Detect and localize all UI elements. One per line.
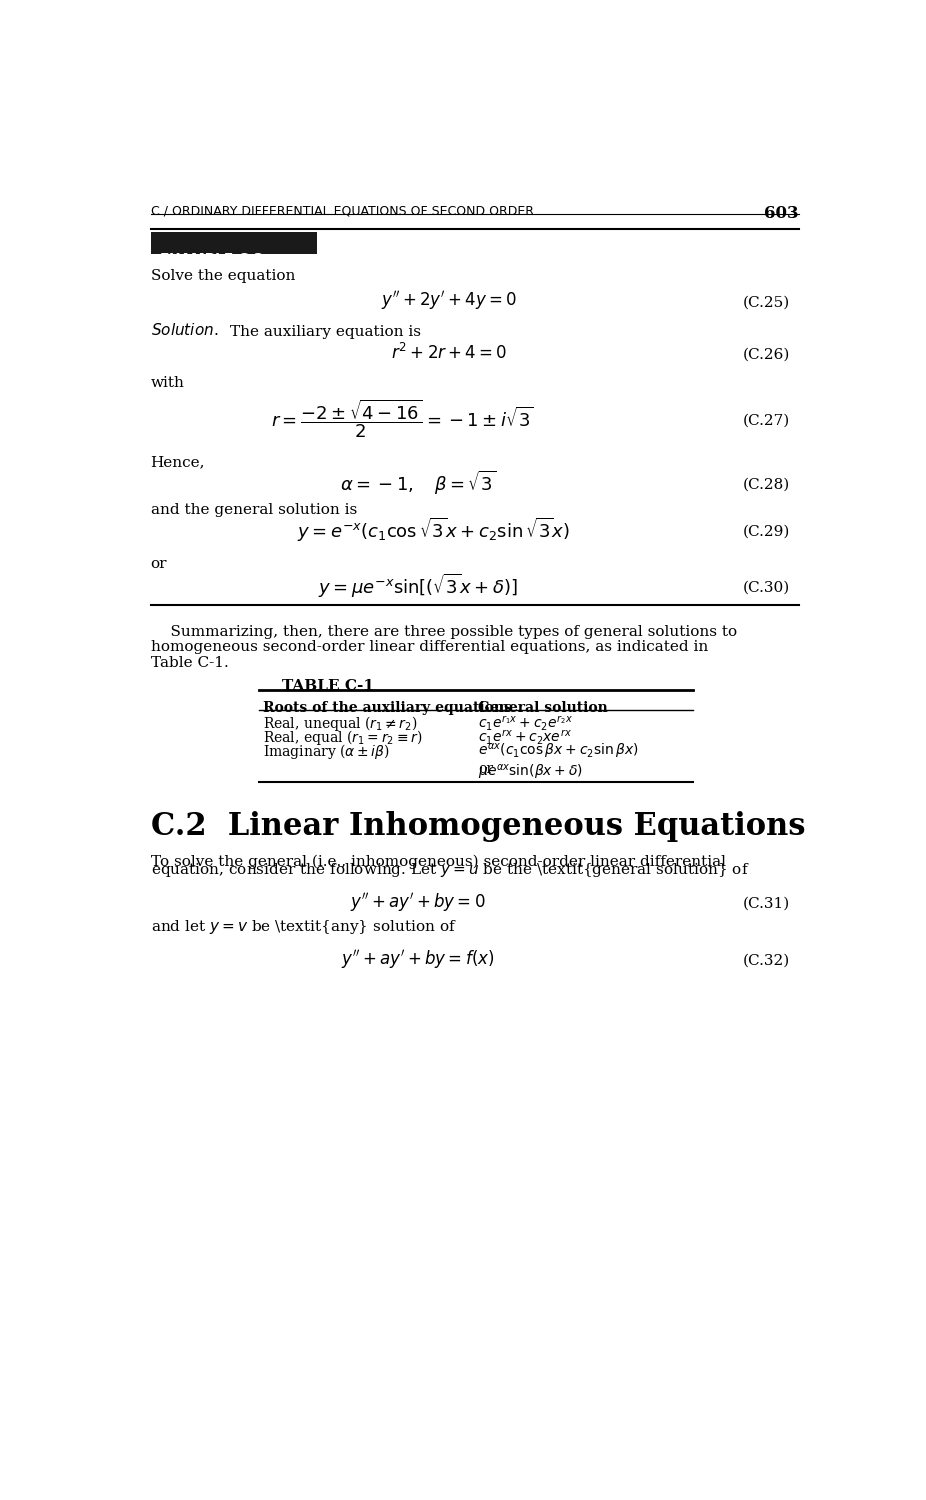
Text: $\mu e^{\alpha x} \sin(\beta x + \delta)$: $\mu e^{\alpha x} \sin(\beta x + \delta)… <box>479 764 583 783</box>
Text: Imaginary ($\alpha \pm i\beta$): Imaginary ($\alpha \pm i\beta$) <box>263 742 390 760</box>
Text: or: or <box>479 762 494 776</box>
Text: $y = \mu e^{-x} \sin[(\sqrt{3}x + \delta)]$: $y = \mu e^{-x} \sin[(\sqrt{3}x + \delta… <box>319 572 518 600</box>
Text: $y = e^{-x}(c_1 \cos\sqrt{3}x + c_2 \sin\sqrt{3}x)$: $y = e^{-x}(c_1 \cos\sqrt{3}x + c_2 \sin… <box>297 516 570 544</box>
Text: equation, consider the following. Let $y = u$ be the \textit{general solution} o: equation, consider the following. Let $y… <box>151 861 749 879</box>
Text: $c_1 e^{r_1 x} + c_2 e^{r_2 x}$: $c_1 e^{r_1 x} + c_2 e^{r_2 x}$ <box>479 714 573 734</box>
Text: (C.27): (C.27) <box>743 414 790 428</box>
Text: TABLE C-1: TABLE C-1 <box>282 680 374 693</box>
Text: and let $y = v$ be \textit{any} solution of: and let $y = v$ be \textit{any} solution… <box>151 918 457 936</box>
Text: Roots of the auxiliary equations: Roots of the auxiliary equations <box>263 700 512 714</box>
Text: $y'' + ay' + by = f(x)$: $y'' + ay' + by = f(x)$ <box>342 948 494 970</box>
Text: with: with <box>151 376 184 390</box>
Text: C / ORDINARY DIFFERENTIAL EQUATIONS OF SECOND ORDER: C / ORDINARY DIFFERENTIAL EQUATIONS OF S… <box>151 204 533 218</box>
Text: Hence,: Hence, <box>151 456 206 470</box>
Text: $r^2 + 2r + 4 = 0$: $r^2 + 2r + 4 = 0$ <box>391 344 507 363</box>
Text: (C.28): (C.28) <box>743 477 790 490</box>
Text: and the general solution is: and the general solution is <box>151 504 357 518</box>
Text: EXAMPLE C.3: EXAMPLE C.3 <box>160 252 263 266</box>
Text: $\mathit{Solution.}$: $\mathit{Solution.}$ <box>151 322 218 338</box>
Text: (C.31): (C.31) <box>743 897 790 910</box>
Bar <box>151 232 318 254</box>
Text: homogeneous second-order linear differential equations, as indicated in: homogeneous second-order linear differen… <box>151 640 707 654</box>
Text: 603: 603 <box>764 204 798 222</box>
Text: C.2  Linear Inhomogeneous Equations: C.2 Linear Inhomogeneous Equations <box>151 812 805 843</box>
Text: The auxiliary equation is: The auxiliary equation is <box>231 326 421 339</box>
Text: or: or <box>151 558 167 572</box>
Text: $y'' + 2y' + 4y = 0$: $y'' + 2y' + 4y = 0$ <box>381 290 517 312</box>
Text: $\alpha = -1, \quad \beta = \sqrt{3}$: $\alpha = -1, \quad \beta = \sqrt{3}$ <box>340 468 496 496</box>
Text: (C.25): (C.25) <box>743 296 790 309</box>
Text: (C.32): (C.32) <box>743 954 790 968</box>
Text: $e^{\alpha x}(c_1 \cos\beta x + c_2 \sin\beta x)$: $e^{\alpha x}(c_1 \cos\beta x + c_2 \sin… <box>479 742 639 760</box>
Text: (C.30): (C.30) <box>743 580 790 594</box>
Text: $c_1 e^{rx} + c_2 x e^{rx}$: $c_1 e^{rx} + c_2 x e^{rx}$ <box>479 729 572 747</box>
Text: $y'' + ay' + by = 0$: $y'' + ay' + by = 0$ <box>350 891 486 914</box>
Text: General solution: General solution <box>479 700 608 714</box>
Text: (C.29): (C.29) <box>743 525 790 538</box>
Text: Solve the equation: Solve the equation <box>151 268 295 282</box>
Text: To solve the general (i.e., inhomogeneous) second-order linear differential: To solve the general (i.e., inhomogeneou… <box>151 855 726 868</box>
Text: Real, unequal ($r_1 \neq r_2$): Real, unequal ($r_1 \neq r_2$) <box>263 714 418 734</box>
Text: Real, equal ($r_1 = r_2 \equiv r$): Real, equal ($r_1 = r_2 \equiv r$) <box>263 728 422 747</box>
Text: Table C-1.: Table C-1. <box>151 656 229 670</box>
Text: (C.26): (C.26) <box>743 348 790 361</box>
Text: $r = \dfrac{-2 \pm \sqrt{4-16}}{2} = -1 \pm i\sqrt{3}$: $r = \dfrac{-2 \pm \sqrt{4-16}}{2} = -1 … <box>271 398 534 439</box>
Text: Summarizing, then, there are three possible types of general solutions to: Summarizing, then, there are three possi… <box>151 626 737 639</box>
